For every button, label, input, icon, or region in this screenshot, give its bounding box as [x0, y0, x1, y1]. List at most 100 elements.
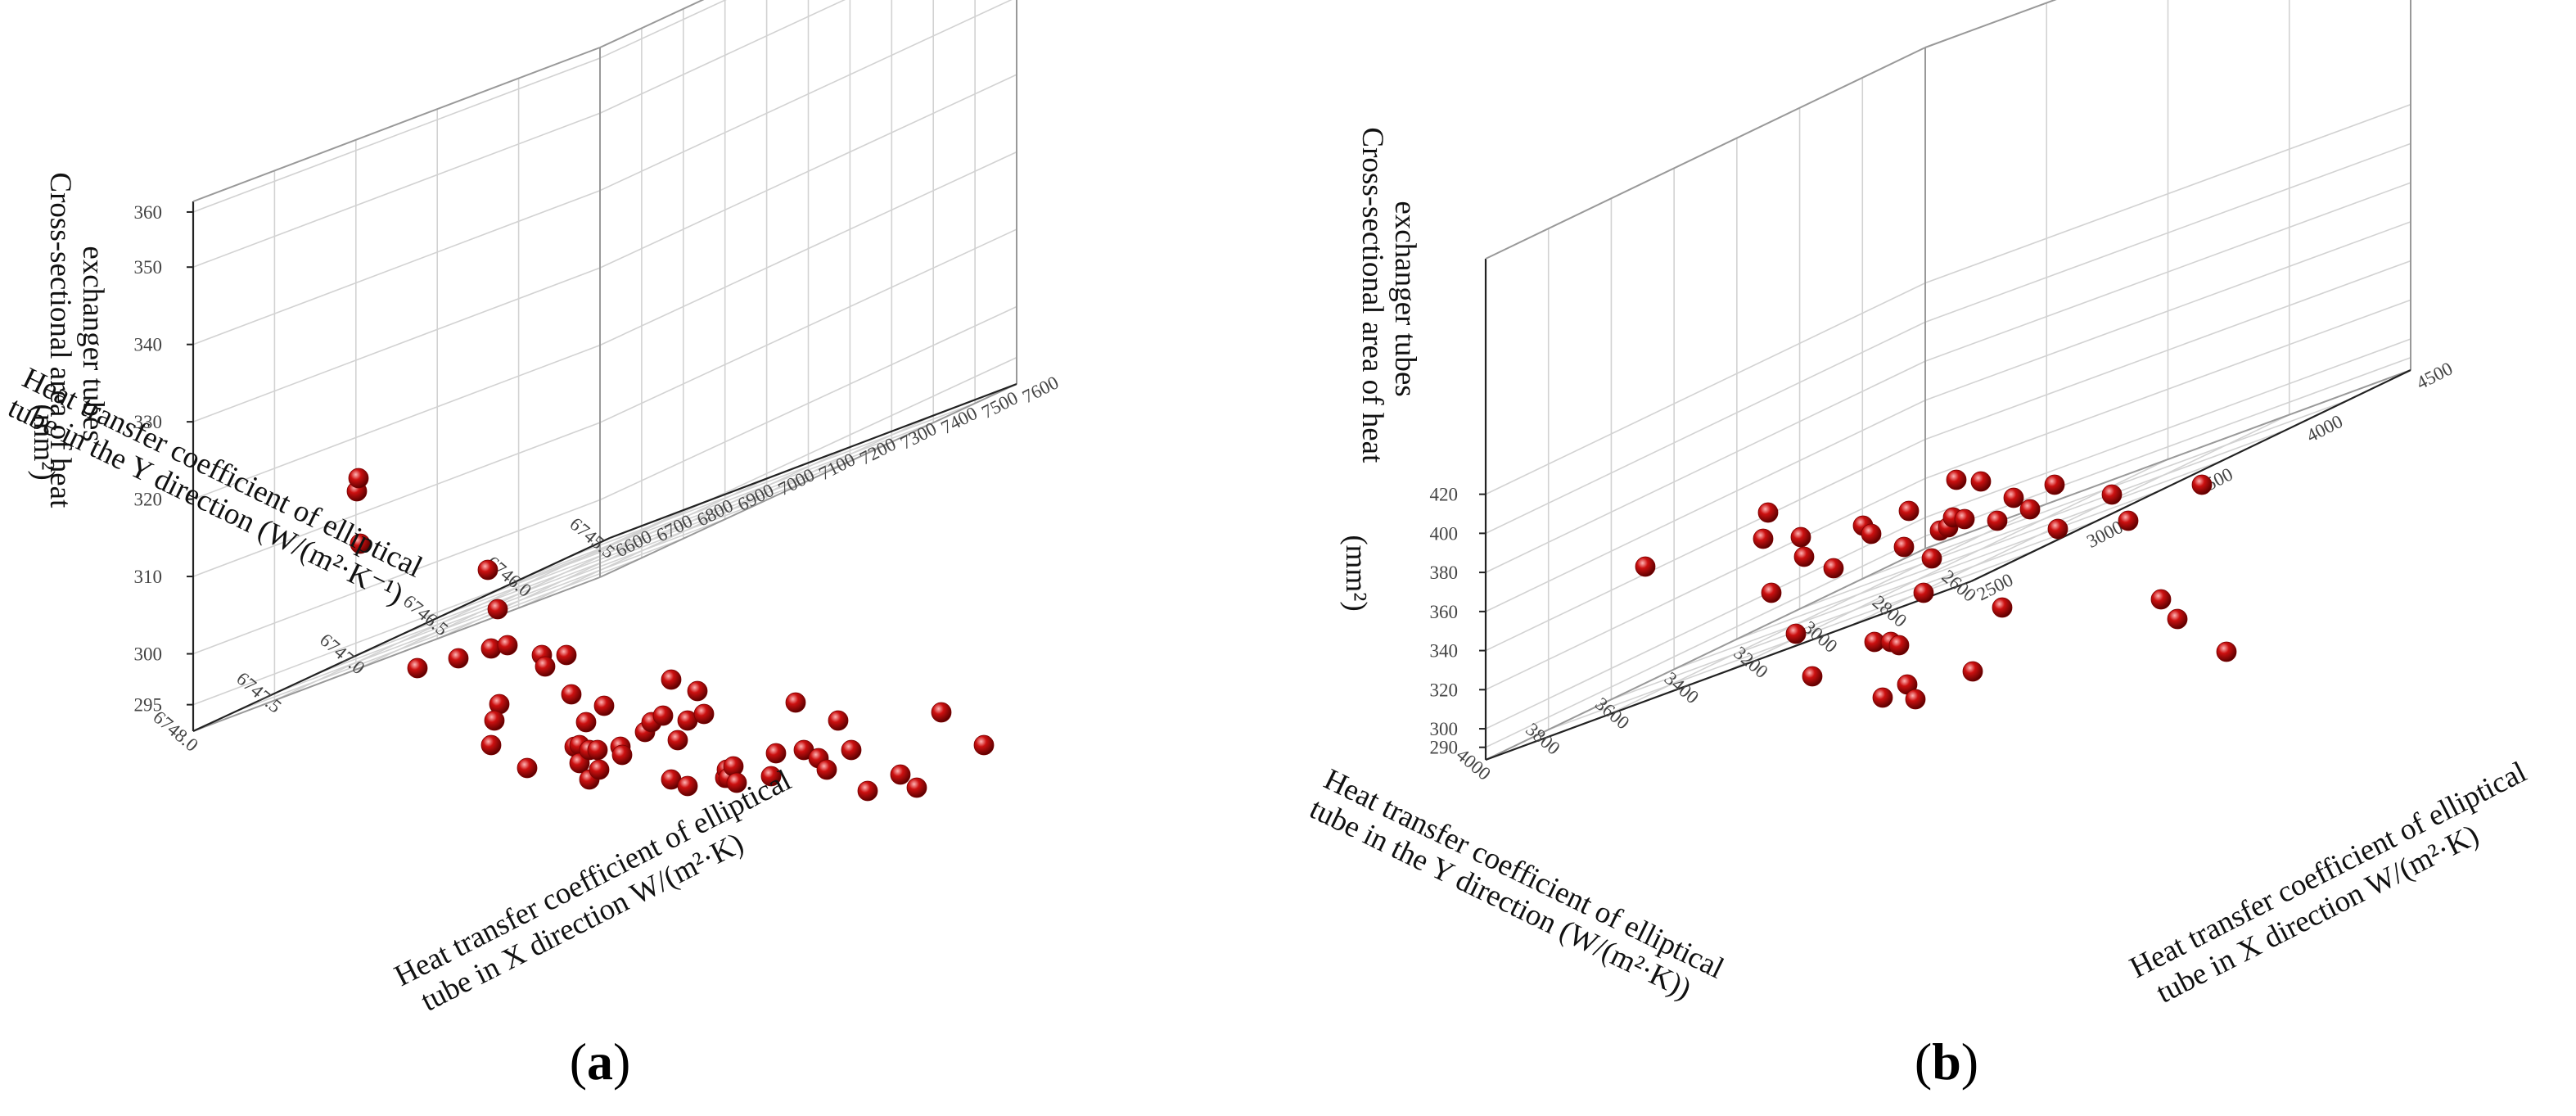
- panel-a-data-point: [587, 739, 608, 761]
- panel-a-x-tick-label: 7600: [1019, 372, 1062, 407]
- panel-b-data-point: [1888, 635, 1910, 656]
- panel-a-axes: [192, 0, 1017, 732]
- panel-b-data-point: [1946, 469, 1967, 490]
- panel-a-top-edge: [599, 0, 705, 48]
- panel-a-data-point: [726, 772, 747, 793]
- panel-a-wall-gridline: [192, 112, 601, 268]
- panel-b-x-title: Heat transfer coefficient of elliptical …: [2124, 752, 2554, 1015]
- panel-a-x-title-line-1: Heat transfer coefficient of elliptical: [389, 763, 796, 993]
- panel-b-data-point: [2047, 518, 2068, 540]
- panel-a-floor-gridline: [401, 480, 809, 635]
- panel-b-wall-gridline: [1485, 517, 1926, 730]
- panel-b-data-point: [1635, 556, 1656, 577]
- panel-b-z-title-line-2: exchanger tubes: [1388, 201, 1422, 396]
- panel-a-grid: [192, 0, 1017, 732]
- panel-b-data-point: [1921, 548, 1942, 569]
- panel-a-z-tick-label: 295: [134, 695, 163, 716]
- panel-a-floor-gridline: [234, 557, 643, 713]
- panel-b-floor-edge: [1485, 548, 1926, 761]
- panel-b-data-point: [1802, 666, 1823, 687]
- panel-b-wall-gridline: [1924, 356, 2411, 537]
- panel-a-data-point: [348, 468, 369, 489]
- panel-a-x-tick-label: 7400: [938, 403, 981, 438]
- panel-b-z-title-line-1: Cross-sectional area of heat: [1356, 127, 1389, 463]
- panel-a-z-title: Cross-sectional area of heat exchanger t…: [43, 172, 110, 515]
- panel-a-data-point: [407, 657, 428, 679]
- panel-b-data-point: [1987, 510, 2008, 531]
- panel-b-data-point: [1757, 502, 1779, 523]
- panel-a-data-point: [575, 712, 597, 733]
- panel-a-data-point: [677, 775, 698, 797]
- panel-a-wall-gridline: [599, 74, 1017, 269]
- panel-a-x-axis-line: [609, 382, 1017, 540]
- panel-a-z-title-unit: (mm²): [27, 404, 61, 480]
- panel-b-y-tick-label: 3200: [1730, 643, 1771, 683]
- panel-a-data-point: [535, 656, 556, 677]
- panel-b-wall-gridline: [1924, 338, 2411, 518]
- panel-b-y-tick-label: 2800: [1869, 591, 1911, 631]
- panel-a-data-point: [906, 777, 927, 798]
- panel-a-floor-gridline: [276, 538, 684, 694]
- panel-b-data-point: [2003, 487, 2024, 508]
- panel-b-data-point: [1790, 526, 1811, 548]
- panel-a-x-tick-label: 6700: [653, 510, 696, 545]
- panel-a-label: (a): [570, 1032, 631, 1091]
- panel-a-data-point: [973, 734, 995, 756]
- panel-b-wall-gridline: [1924, 260, 2411, 441]
- panel-a-z-title-line-2: exchanger tubes: [76, 246, 110, 441]
- panel-a-top-edge: [192, 47, 601, 202]
- panel-b-data-point: [2118, 510, 2139, 531]
- panel-b-data-point: [1893, 536, 1915, 558]
- panel-a-data-point: [448, 648, 469, 669]
- panel-b-wall-gridline: [1485, 282, 1926, 495]
- panel-a-floor-edge: [192, 576, 601, 732]
- panel-a-data-point: [480, 734, 502, 756]
- panel-b-tick-labels: 2903003203403603804004204000380036003400…: [1430, 358, 2456, 784]
- panel-b-data-point: [2216, 641, 2237, 662]
- panel-a-z-tick-label: 330: [134, 412, 163, 432]
- panel-b-z-tick-label: 380: [1430, 563, 1459, 583]
- panel-a-floor-gridline: [318, 518, 725, 674]
- panel-b-x-title-line-1: Heat transfer coefficient of elliptical: [2124, 755, 2532, 985]
- panel-a-data-point: [497, 635, 518, 656]
- panel-b-x-tick-label: 4500: [2413, 358, 2456, 393]
- panel-b-wall-gridline: [1485, 321, 1926, 535]
- panel-b-z-tick-label: 360: [1430, 602, 1459, 622]
- panel-a-data-point: [828, 710, 849, 731]
- panel-a-z-tick-label: 320: [134, 490, 163, 510]
- panel-a-floor-gridline: [567, 402, 976, 558]
- panel-a-z-tick-label: 300: [134, 644, 163, 665]
- panel-a-wall-gridline: [192, 499, 601, 655]
- panel-b-data-point: [1954, 508, 1975, 530]
- panel-a-data-point: [484, 710, 505, 731]
- panel-a-floor-gridline: [485, 441, 892, 597]
- panel-b-data-point: [1898, 500, 1920, 522]
- panel-a-data-point: [687, 680, 708, 702]
- panel-a-wall-gridline: [599, 151, 1017, 346]
- panel-a-wall-gridline: [599, 0, 846, 114]
- panel-b-data-point: [1872, 687, 1893, 708]
- panel-b-data-point: [2019, 499, 2041, 520]
- panel-b-label: (b): [1915, 1032, 1978, 1091]
- panel-b-y-tick-label: 3600: [1591, 694, 1633, 734]
- panel-b-z-tick-label: 400: [1430, 523, 1459, 544]
- panel-a-data-point: [611, 744, 633, 766]
- panel-b-z-tick-label: 420: [1430, 485, 1459, 505]
- panel-a-wall-gridline: [192, 344, 601, 500]
- panel-a-data-point: [589, 759, 610, 780]
- panel-a-z-tick-label: 350: [134, 257, 163, 278]
- panel-b-top-edge: [1924, 0, 2057, 48]
- panel-b-data-point: [1793, 546, 1815, 567]
- panel-a-wall-gridline: [192, 267, 601, 422]
- panel-a-data-point: [517, 757, 538, 779]
- panel-a-x-tick-label: 6600: [612, 526, 655, 561]
- panel-a-wall-gridline: [192, 189, 601, 346]
- panel-a-z-title-line-1: Cross-sectional area of heat: [43, 172, 77, 508]
- panel-b-z-title-unit: (mm²): [1339, 535, 1373, 611]
- panel-b-z-tick-label: 300: [1430, 719, 1459, 739]
- panel-a-wall-gridline: [192, 57, 601, 213]
- panel-b-points: [1635, 469, 2237, 710]
- panel-a-x-tick-label: 6800: [693, 495, 736, 531]
- panel-a-data-point: [561, 684, 582, 705]
- panel-b-y-tick-label: 4000: [1453, 744, 1495, 784]
